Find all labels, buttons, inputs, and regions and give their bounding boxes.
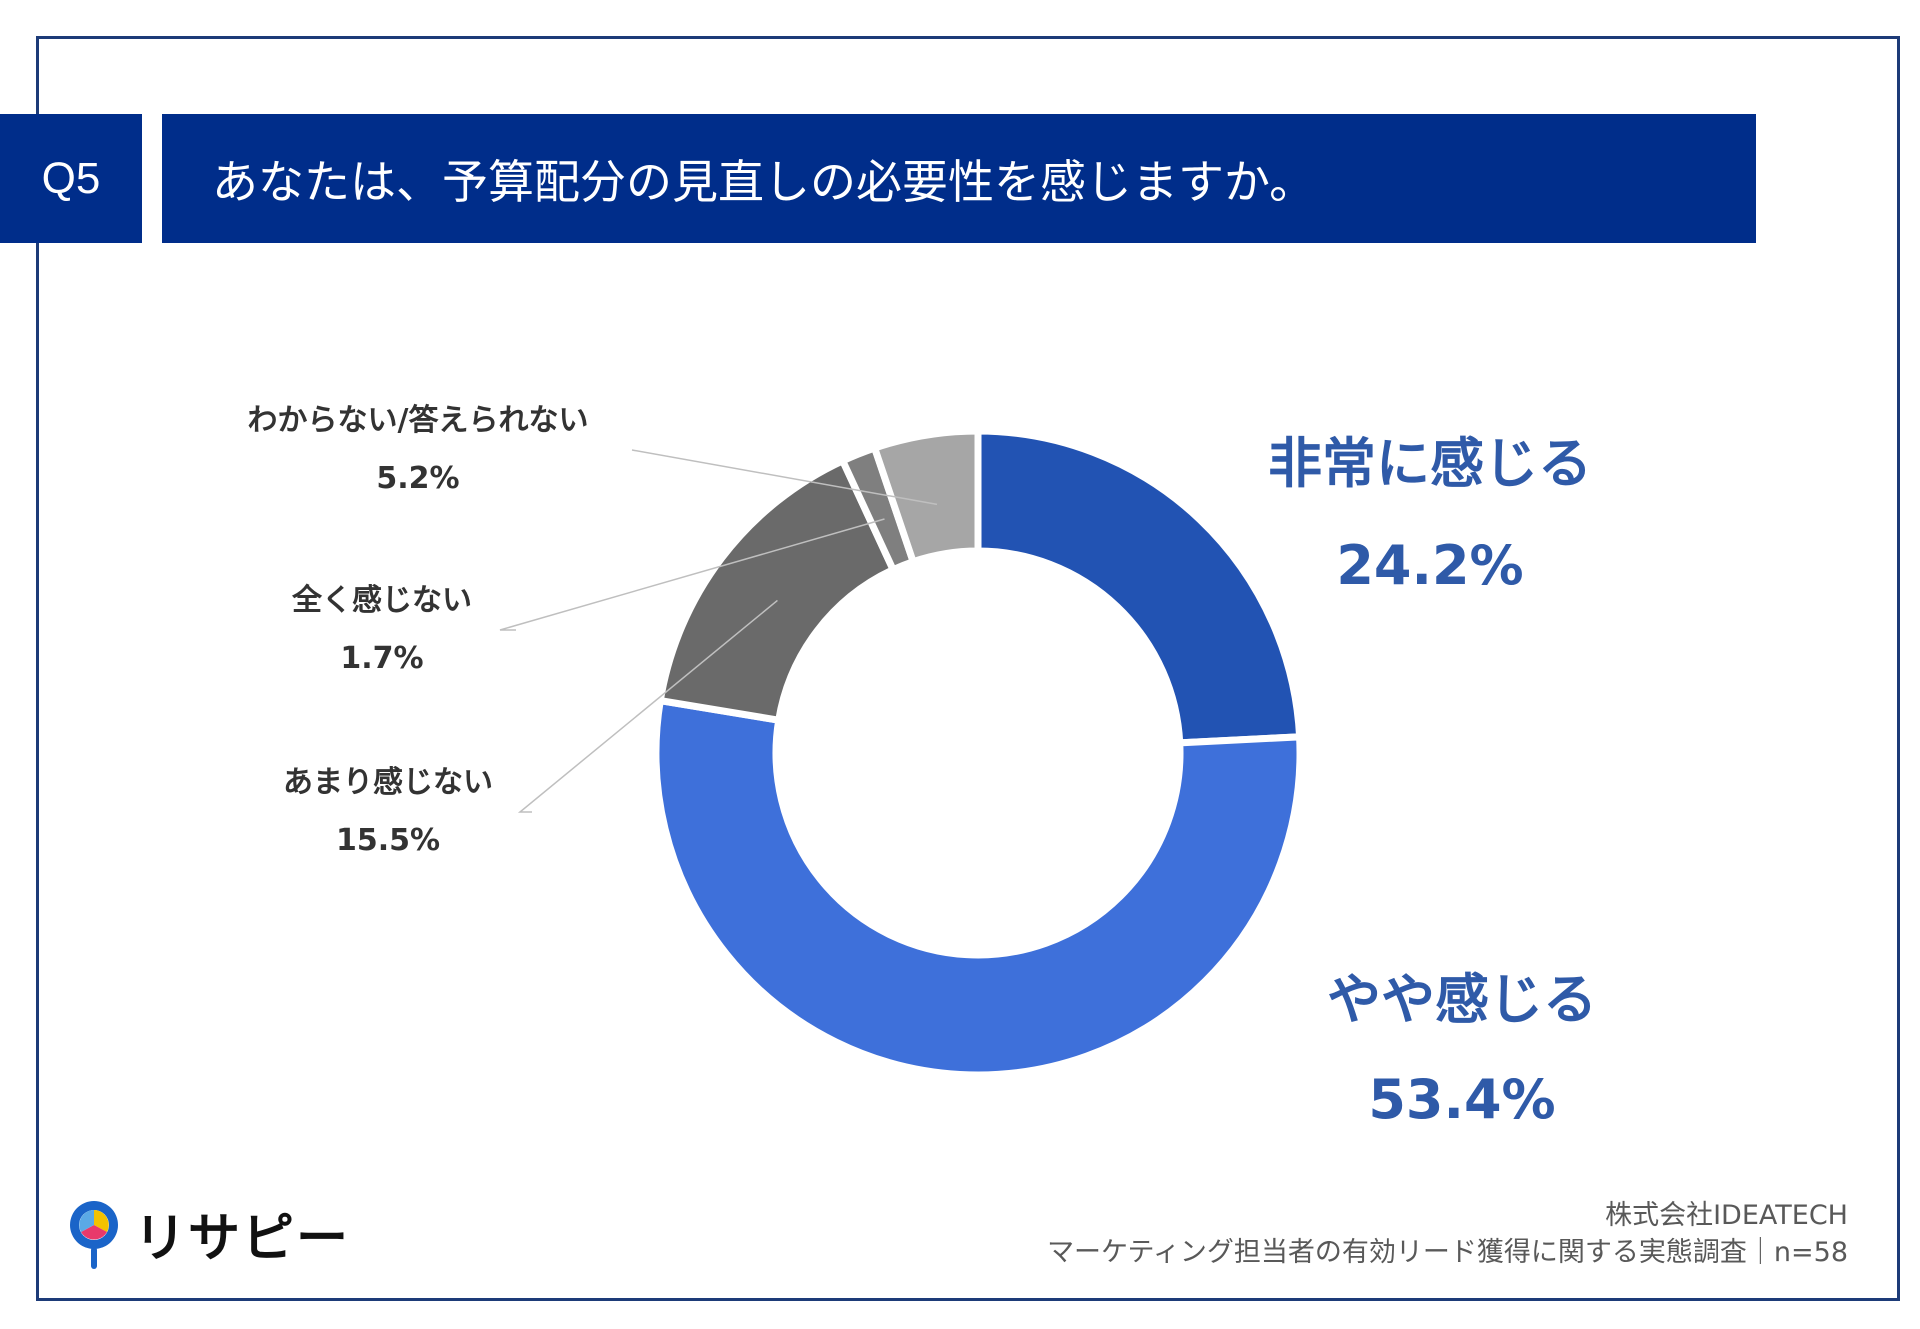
footer-company: 株式会社IDEATECH bbox=[1605, 1200, 1848, 1231]
slide-frame bbox=[36, 36, 1900, 1301]
brand-logo: リサピー bbox=[66, 1196, 350, 1271]
value-label-2: 53.4% bbox=[1368, 1068, 1555, 1131]
question-number-badge: Q5 bbox=[0, 114, 142, 243]
category-label-1: 非常に感じる bbox=[1268, 432, 1592, 495]
slice-2 bbox=[652, 696, 1304, 1079]
category-label-5: わからない/答えられない bbox=[248, 403, 589, 438]
logo-text: リサピー bbox=[134, 1209, 351, 1269]
slice-5 bbox=[870, 427, 982, 567]
slice-1 bbox=[974, 427, 1304, 747]
research-pin-icon bbox=[70, 1200, 118, 1269]
leader-line-3 bbox=[517, 599, 778, 813]
question-title: あなたは、予算配分の見直しの必要性を感じますか。 bbox=[162, 114, 1756, 243]
value-label-1: 24.2% bbox=[1336, 534, 1523, 597]
value-label-4: 1.7% bbox=[340, 641, 423, 676]
leader-line-4 bbox=[499, 518, 885, 631]
category-label-4: 全く感じない bbox=[291, 583, 472, 618]
value-label-5: 5.2% bbox=[376, 461, 459, 496]
leader-line-5 bbox=[631, 449, 938, 506]
value-label-3: 15.5% bbox=[336, 823, 440, 858]
category-label-3: あまり感じない bbox=[283, 765, 493, 800]
footer-survey-info: マーケティング担当者の有効リード獲得に関する実態調査｜n=58 bbox=[1047, 1237, 1848, 1268]
category-label-2: やや感じる bbox=[1327, 968, 1597, 1031]
